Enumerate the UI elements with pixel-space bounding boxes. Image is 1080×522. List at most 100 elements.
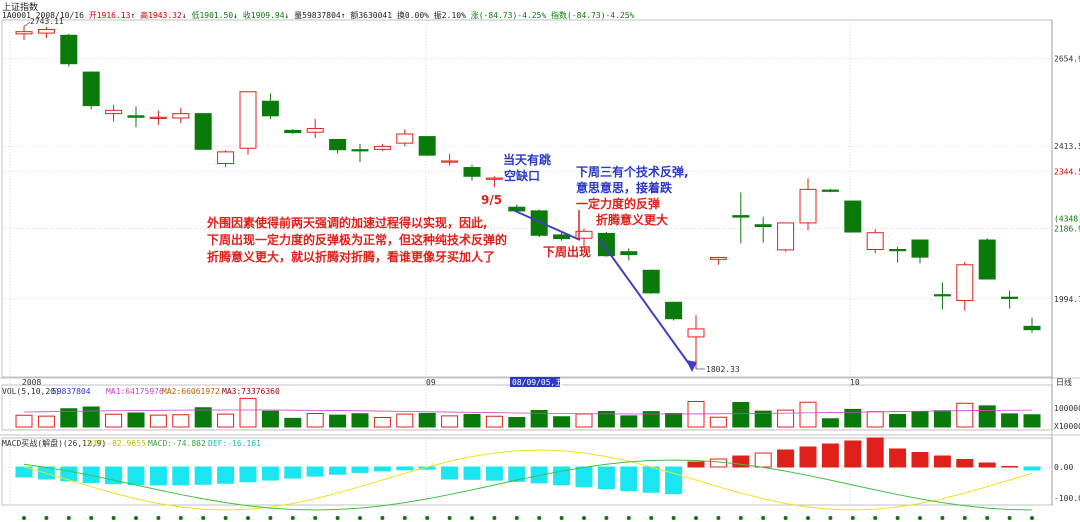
signal-dot <box>649 516 654 520</box>
signal-dot <box>313 516 318 520</box>
volume-bar <box>597 411 615 428</box>
date-9-5: 9/5 <box>481 193 503 207</box>
signal-dot <box>44 516 49 520</box>
volume-bar <box>575 413 593 428</box>
candle-body <box>485 177 503 180</box>
candle-body <box>709 257 727 260</box>
signal-dot <box>402 516 407 520</box>
volume-bar <box>105 413 123 428</box>
turnover: 换0.00% <box>396 11 429 20</box>
volume-bar <box>1023 414 1041 428</box>
signal-dot <box>962 516 967 520</box>
signal-dot <box>783 516 788 520</box>
candles <box>15 26 1041 369</box>
macd-bar <box>373 466 391 472</box>
volume-bar <box>553 416 571 428</box>
high: 高1943.32 <box>140 11 182 20</box>
candle-body <box>978 239 996 280</box>
volume-bar <box>60 408 78 428</box>
amplitude: 振2.10% <box>433 11 466 20</box>
signal-dot <box>716 516 721 520</box>
candle-body <box>777 222 795 251</box>
volume-bar <box>396 413 414 428</box>
volume-bar <box>844 408 862 428</box>
volume: 量59837804 <box>294 11 341 20</box>
volume-bar <box>194 407 212 428</box>
annotation-arrows <box>512 209 697 372</box>
vol-axis-label: 1000000 <box>1054 404 1080 413</box>
rebound-note-red: 一定力度的反弹 折腾意义更大 <box>576 197 669 227</box>
volume-bar <box>508 417 526 428</box>
volume-bar <box>217 413 235 428</box>
macd-dea: MACD:-74.882 <box>148 439 206 448</box>
signal-dot <box>358 516 362 520</box>
signal-dot <box>246 516 250 520</box>
candle-body <box>373 145 391 150</box>
signal-dot <box>537 516 542 520</box>
macd-label: MACD买战(解盘)(26,12,9) <box>2 438 106 448</box>
candle-body <box>732 215 750 218</box>
macd-bar <box>911 452 929 468</box>
change: 涨(-84.73)-4.25% <box>470 11 547 20</box>
vol-unit-label: X10000 <box>1054 422 1080 431</box>
macd-bar <box>978 462 996 468</box>
macd-bar <box>261 466 279 481</box>
signal-dot <box>940 516 945 520</box>
macd-bar <box>82 466 100 483</box>
volume-bar <box>799 401 817 428</box>
low-label: 1802.33 <box>706 365 740 374</box>
signal-dot <box>22 516 26 520</box>
macd-bar <box>709 458 727 468</box>
candle-body <box>217 151 235 165</box>
code: 1A0001 <box>2 11 31 20</box>
volume-bar <box>15 414 33 428</box>
macd-bar <box>665 466 683 495</box>
candle-body <box>306 128 324 133</box>
signal-dot <box>89 516 94 520</box>
signal-dot <box>178 516 183 520</box>
signal-dot <box>671 516 676 520</box>
volume-bar <box>709 416 727 428</box>
macd-bar <box>284 466 302 479</box>
price-tick-label: 1994.7 <box>1054 295 1080 304</box>
macd-bar <box>194 466 212 485</box>
macd-bar <box>1001 466 1019 468</box>
signal-dot <box>447 516 452 520</box>
volume-bar <box>1001 413 1019 428</box>
macd-bar <box>508 466 526 482</box>
macd-bar <box>463 466 481 480</box>
gap-note: 当天有跳 空缺口 <box>503 153 552 183</box>
rebound-note-blue: 下周三有个技术反弹, 意思意思，接着跌 <box>576 165 689 195</box>
candle-body <box>799 188 817 224</box>
crosshair-date-box <box>510 377 560 387</box>
volume-bar <box>127 412 145 428</box>
macd-bar <box>777 449 795 468</box>
volume-bar <box>485 415 503 428</box>
candle-body <box>37 28 55 34</box>
volume-bar <box>373 417 391 428</box>
vol-ma1: MA1:64175976 <box>106 387 164 396</box>
time-label: 10 <box>850 378 860 387</box>
volume-bar <box>821 418 839 428</box>
volume-bar <box>463 414 481 428</box>
signal-dot <box>201 516 206 520</box>
candle-body <box>866 232 884 251</box>
candle-body <box>172 113 190 119</box>
volume-bar <box>642 411 660 428</box>
macd-bar <box>889 448 907 468</box>
macd-bar <box>687 461 705 468</box>
date: 2008/10/16 <box>35 11 84 20</box>
signal-dot <box>290 516 295 520</box>
volume-bar <box>866 411 884 428</box>
time-label: 09 <box>426 378 436 387</box>
macd-bar <box>732 455 750 468</box>
volume-bar <box>530 410 548 428</box>
macd-bar <box>642 466 660 493</box>
volume-bar <box>82 406 100 428</box>
high-label: 2743.11 <box>30 17 64 26</box>
signal-dot <box>873 516 878 520</box>
macd-bar <box>127 466 145 486</box>
candle-body <box>844 200 862 233</box>
candle-body <box>418 136 436 156</box>
macd-bar <box>933 455 951 468</box>
